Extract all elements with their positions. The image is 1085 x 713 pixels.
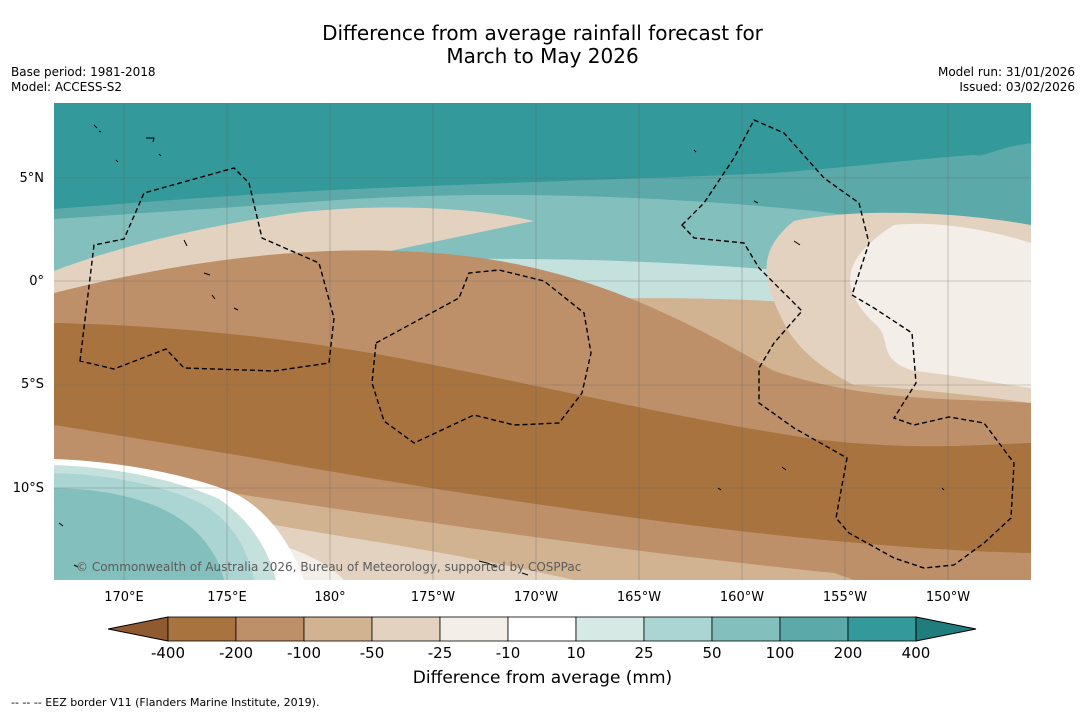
colorbar-cell xyxy=(643,616,713,642)
meta-right: Model run: 31/01/2026 Issued: 03/02/2026 xyxy=(938,65,1075,95)
colorbar-cell xyxy=(847,616,917,642)
colorbar-tick-label: -50 xyxy=(359,644,385,662)
model-run: Model run: 31/01/2026 xyxy=(937,65,1075,79)
colorbar-cell xyxy=(303,616,373,642)
colorbar-tick-label: 200 xyxy=(833,644,863,662)
colorbar-cell xyxy=(779,616,849,642)
colorbar-tick-label: 10 xyxy=(566,644,586,662)
base-period: Base period: 1981-2018 xyxy=(11,65,156,79)
band-east-lighter xyxy=(850,223,1031,388)
lat-label-5n: 5°N xyxy=(19,171,45,186)
colorbar-cell xyxy=(507,616,577,642)
copyright-credit: © Commonwealth of Australia 2026, Bureau… xyxy=(76,560,582,574)
eez-borders xyxy=(79,119,1015,569)
colorbar-cell xyxy=(371,616,441,642)
island-outlines xyxy=(58,124,945,576)
issued-date: Issued: 03/02/2026 xyxy=(959,80,1075,94)
colorbar-cell xyxy=(167,616,237,642)
rainfall-map: © Commonwealth of Australia 2026, Bureau… xyxy=(54,103,1031,580)
lat-label-10s: 10°S xyxy=(12,481,44,496)
meta-left: Base period: 1981-2018 Model: ACCESS-S2 xyxy=(11,65,156,95)
colorbar-cell xyxy=(439,616,509,642)
lon-label-175w: 175°W xyxy=(410,590,456,605)
lon-label-160w: 160°W xyxy=(719,590,765,605)
colorbar-tick-label: 100 xyxy=(765,644,795,662)
colorbar-tick-label: 25 xyxy=(634,644,654,662)
band-north-4 xyxy=(54,103,1031,209)
lon-label-150w: 150°W xyxy=(925,590,971,605)
eez-footnote: -- -- -- EEZ border V11 (Flanders Marine… xyxy=(11,696,320,709)
lon-label-155w: 155°W xyxy=(822,590,868,605)
colorbar-tick-label: -10 xyxy=(495,644,521,662)
colorbar-cells xyxy=(108,616,977,642)
colorbar-tick-label: -25 xyxy=(427,644,453,662)
colorbar-tick-label: -100 xyxy=(286,644,322,662)
band-sw-4 xyxy=(54,488,224,580)
lon-label-165w: 165°W xyxy=(616,590,662,605)
lon-label-180: 180° xyxy=(314,590,346,605)
colorbar-extend-high xyxy=(915,616,977,642)
lat-label-5s: 5°S xyxy=(20,377,44,392)
lat-label-eq: 0° xyxy=(29,274,44,289)
title-line-2: March to May 2026 xyxy=(446,44,639,68)
band-brown-2 xyxy=(54,323,1031,553)
colorbar-extend-low xyxy=(108,616,169,642)
colorbar-cell xyxy=(575,616,645,642)
colorbar-cell xyxy=(711,616,781,642)
colorbar-title: Difference from average (mm) xyxy=(412,668,673,688)
colorbar xyxy=(108,616,977,642)
colorbar-tick-label: 400 xyxy=(901,644,931,662)
chart-title: Difference from average rainfall forecas… xyxy=(0,22,1085,68)
colorbar-tick-label: -200 xyxy=(218,644,254,662)
lon-label-175e: 175°E xyxy=(207,590,247,605)
colorbar-tick-label: 50 xyxy=(702,644,722,662)
colorbar-tick-label: -400 xyxy=(150,644,186,662)
model-name: Model: ACCESS-S2 xyxy=(11,80,123,94)
title-line-1: Difference from average rainfall forecas… xyxy=(322,21,763,45)
colorbar-cell xyxy=(235,616,305,642)
lon-label-170e: 170°E xyxy=(104,590,144,605)
lon-label-170w: 170°W xyxy=(513,590,559,605)
map-canvas xyxy=(54,103,1031,580)
